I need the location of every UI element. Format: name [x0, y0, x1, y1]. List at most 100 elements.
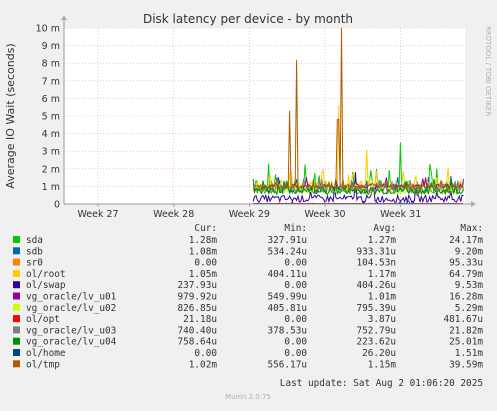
legend-avg-value: 1.27m: [368, 235, 397, 246]
legend-cur-value: 1.08m: [189, 246, 218, 257]
legend-cur-value: 758.64u: [177, 337, 217, 348]
y-axis-label: Average IO Wait (seconds): [4, 43, 17, 188]
legend-swatch: [13, 281, 20, 289]
series-line: [252, 179, 464, 196]
chart-title: Disk latency per device - by month: [143, 12, 353, 26]
legend-name: vg_oracle/lv_u03: [26, 325, 116, 336]
legend: Cur: Min: Avg: Max: sda 1.28m 327.91u 1.27m 24.1…: [13, 223, 483, 370]
legend-avg-value: 795.39u: [356, 303, 396, 314]
legend-cur-value: 1.05m: [189, 269, 218, 280]
legend-avg-value: 404.26u: [356, 280, 396, 291]
series-line: [252, 27, 464, 190]
legend-max-value: 1.51m: [455, 348, 484, 359]
legend-cur-value: 1.28m: [189, 235, 218, 246]
last-update: Last update: Sat Aug 2 01:06:20 2025: [280, 378, 483, 389]
legend-name: sr0: [26, 258, 43, 269]
legend-avg-value: 3.87u: [368, 314, 396, 325]
legend-min-value: 0.00: [284, 337, 307, 348]
y-tick-label: 0: [54, 200, 60, 211]
legend-min-value: 534.24u: [267, 246, 307, 257]
legend-header-cur: Cur:: [194, 223, 217, 234]
legend-header-min: Min:: [284, 223, 307, 234]
munin-version: Munin 2.0.75: [225, 393, 271, 401]
legend-max-value: 95.33u: [449, 258, 483, 269]
legend-avg-value: 104.53n: [356, 258, 396, 269]
y-tick-label: 9 m: [42, 41, 60, 52]
y-tick-label: 8 m: [42, 59, 60, 70]
y-tick-label: 10 m: [36, 24, 60, 35]
legend-swatch: [13, 247, 20, 255]
legend-swatch: [13, 236, 20, 243]
legend-max-value: 64.79m: [449, 269, 483, 280]
legend-avg-value: 1.15m: [368, 359, 397, 370]
legend-name: vg_oracle/lv_u04: [26, 337, 117, 348]
legend-name: sdb: [26, 246, 43, 257]
series-line: [252, 172, 464, 204]
y-tick-label: 5 m: [42, 112, 60, 123]
legend-swatch: [13, 303, 20, 311]
legend-cur-value: 979.92u: [177, 292, 217, 303]
legend-swatch: [13, 349, 20, 356]
legend-avg-value: 1.17m: [368, 269, 397, 280]
legend-swatch: [13, 315, 20, 323]
y-axis-arrow: [61, 15, 67, 20]
legend-cur-value: 21.18u: [183, 314, 217, 325]
legend-name: sda: [26, 235, 43, 246]
legend-header-avg: Avg:: [373, 223, 396, 234]
legend-name: ol/root: [26, 269, 66, 280]
legend-min-value: 378.53u: [267, 325, 307, 336]
y-tick-label: 3 m: [42, 147, 60, 158]
legend-max-value: 24.17m: [449, 235, 483, 246]
legend-cur-value: 0.00: [194, 348, 217, 359]
legend-min-value: 0.00: [284, 348, 307, 359]
rrdtool-watermark: RRDTOOL / TOBI OETIKER: [484, 26, 492, 116]
legend-min-value: 404.11u: [267, 269, 307, 280]
legend-min-value: 0.00: [284, 280, 307, 291]
legend-swatch: [13, 269, 20, 277]
legend-min-value: 405.81u: [267, 303, 307, 314]
legend-name: ol/swap: [26, 280, 66, 291]
legend-max-value: 9.20m: [455, 246, 484, 257]
legend-avg-value: 752.79u: [356, 325, 396, 336]
grid-lines: [64, 27, 465, 204]
axes: [61, 15, 476, 207]
y-tick-label: 2 m: [42, 164, 60, 175]
legend-min-value: 0.00: [284, 314, 307, 325]
legend-max-value: 5.29m: [455, 303, 484, 314]
x-tick-label: Week 28: [153, 209, 194, 220]
legend-avg-value: 933.31u: [356, 246, 396, 257]
legend-avg-value: 223.62u: [356, 337, 396, 348]
legend-avg-value: 1.01m: [368, 292, 397, 303]
legend-max-value: 481.67u: [443, 314, 483, 325]
legend-cur-value: 237.93u: [177, 280, 217, 291]
legend-name: ol/home: [26, 348, 66, 359]
legend-swatch: [13, 360, 20, 368]
legend-name: ol/tmp: [26, 359, 60, 370]
y-tick-label: 7 m: [42, 76, 60, 87]
legend-cur-value: 1.02m: [189, 359, 218, 370]
x-tick-label: Week 29: [229, 209, 270, 220]
x-axis-arrow: [471, 201, 476, 207]
legend-swatch: [13, 337, 20, 345]
legend-cur-value: 0.00: [194, 258, 217, 269]
y-tick-label: 1 m: [42, 182, 60, 193]
tick-labels: 0 1 m 2 m 3 m 4 m 5 m 6 m 7 m 8 m 9 m 10 m Week 27 W…: [36, 24, 422, 221]
legend-max-value: 39.59m: [449, 359, 483, 370]
legend-max-value: 25.01m: [449, 337, 483, 348]
legend-min-value: 549.99u: [267, 292, 307, 303]
legend-swatch: [13, 258, 20, 266]
legend-max-value: 21.82m: [449, 325, 483, 336]
legend-name: vg_oracle/lv_u02: [26, 303, 116, 314]
legend-min-value: 0.00: [284, 258, 307, 269]
legend-header-max: Max:: [460, 223, 483, 234]
legend-swatch: [13, 292, 20, 300]
x-tick-label: Week 30: [304, 209, 345, 220]
legend-cur-value: 740.40u: [177, 325, 217, 336]
x-tick-label: Week 31: [380, 209, 421, 220]
legend-max-value: 16.28m: [449, 292, 483, 303]
legend-name: vg_oracle/lv_u01: [26, 292, 117, 303]
legend-min-value: 327.91u: [267, 235, 307, 246]
legend-min-value: 556.17u: [267, 359, 307, 370]
